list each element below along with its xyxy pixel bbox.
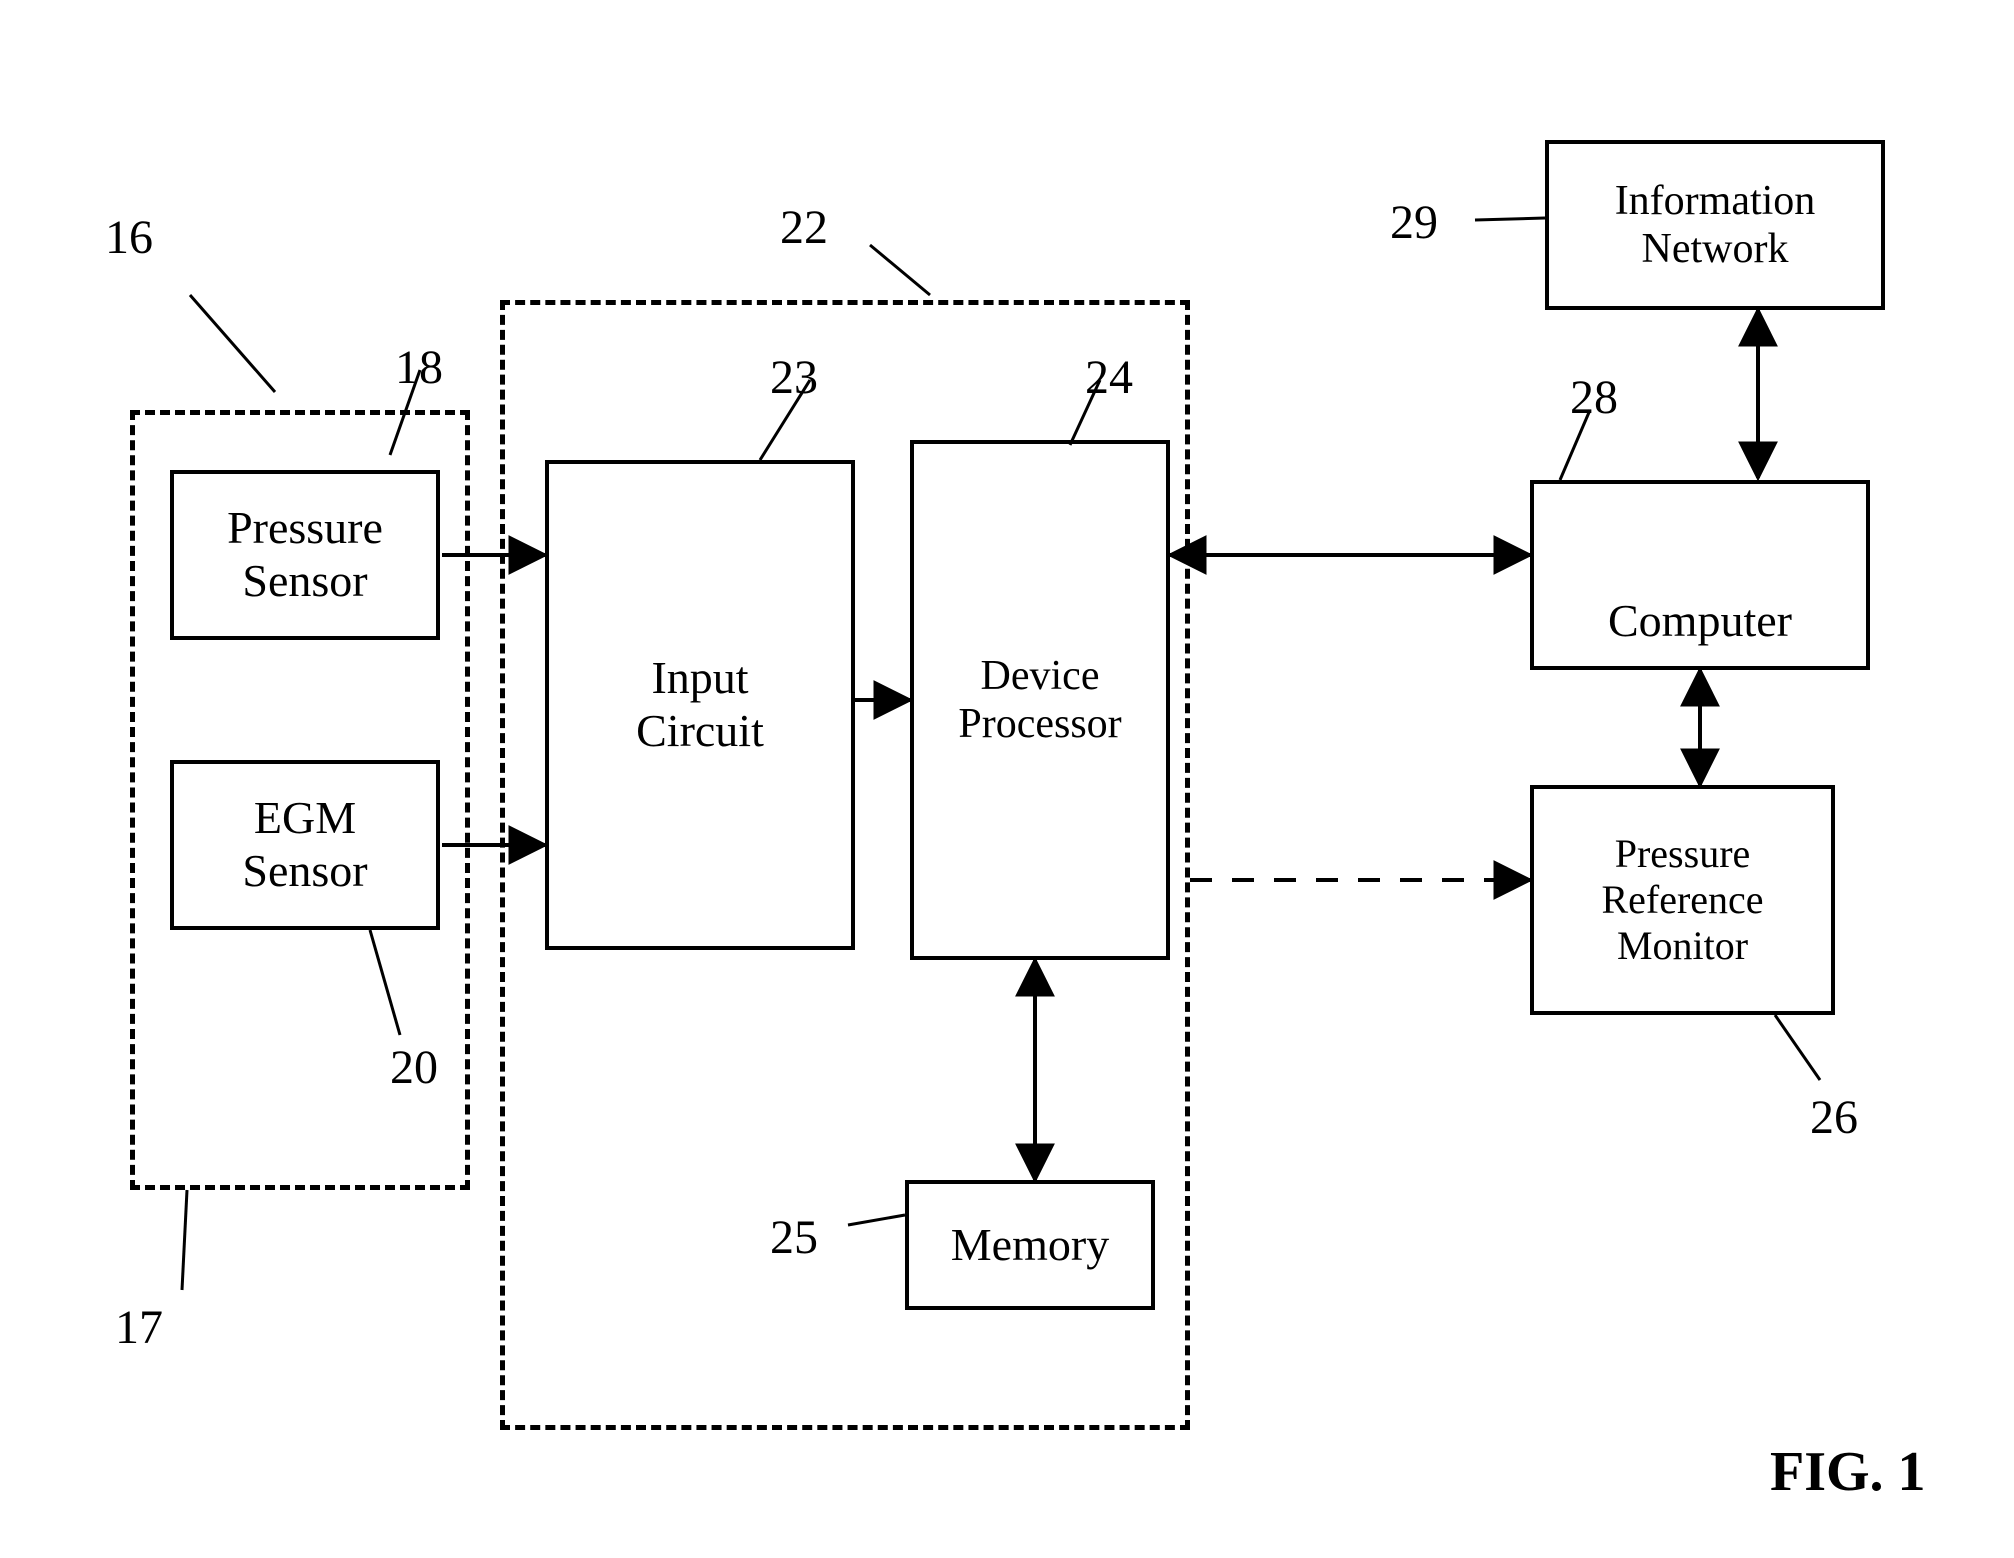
box-egm-sensor: EGMSensor bbox=[170, 760, 440, 930]
ref-num-18: 18 bbox=[395, 340, 443, 395]
box-label: Memory bbox=[951, 1219, 1109, 1272]
box-pressure-sensor: PressureSensor bbox=[170, 470, 440, 640]
box-pressure-monitor: PressureReferenceMonitor bbox=[1530, 785, 1835, 1015]
box-device-processor: DeviceProcessor bbox=[910, 440, 1170, 960]
ref-num-26: 26 bbox=[1810, 1090, 1858, 1145]
box-label: DeviceProcessor bbox=[958, 652, 1121, 749]
box-label: PressureSensor bbox=[227, 502, 383, 608]
ref-num-28: 28 bbox=[1570, 370, 1618, 425]
ref-num-23: 23 bbox=[770, 350, 818, 405]
box-input-circuit: InputCircuit bbox=[545, 460, 855, 950]
box-label: InputCircuit bbox=[636, 652, 764, 758]
ref-num-22: 22 bbox=[780, 200, 828, 255]
ref-num-17: 17 bbox=[115, 1300, 163, 1355]
ref-num-16: 16 bbox=[105, 210, 153, 265]
ref-num-25: 25 bbox=[770, 1210, 818, 1265]
ref-num-20: 20 bbox=[390, 1040, 438, 1095]
box-computer: Computer bbox=[1530, 480, 1870, 670]
box-memory: Memory bbox=[905, 1180, 1155, 1310]
box-label: InformationNetwork bbox=[1615, 177, 1816, 274]
box-label: Computer bbox=[1608, 595, 1792, 648]
box-info-network: InformationNetwork bbox=[1545, 140, 1885, 310]
ref-num-24: 24 bbox=[1085, 350, 1133, 405]
figure-caption: FIG. 1 bbox=[1770, 1440, 1926, 1504]
box-label: PressureReferenceMonitor bbox=[1601, 831, 1763, 969]
ref-num-29: 29 bbox=[1390, 195, 1438, 250]
box-label: EGMSensor bbox=[242, 792, 367, 898]
